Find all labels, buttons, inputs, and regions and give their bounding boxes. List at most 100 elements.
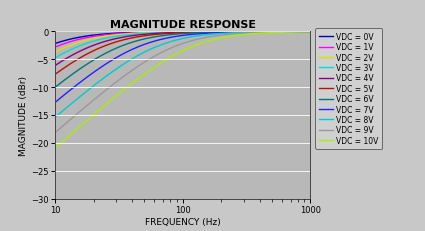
- VDC = 5V: [308, 31, 313, 34]
- VDC = 2V: [204, 31, 210, 34]
- VDC = 10V: [53, 147, 58, 149]
- VDC = 5V: [262, 31, 267, 34]
- VDC = 5V: [53, 73, 58, 76]
- VDC = 2V: [308, 31, 313, 34]
- Line: VDC = 6V: VDC = 6V: [55, 32, 310, 88]
- VDC = 8V: [262, 31, 267, 34]
- Title: MAGNITUDE RESPONSE: MAGNITUDE RESPONSE: [110, 20, 256, 30]
- VDC = 6V: [308, 31, 313, 34]
- X-axis label: FREQUENCY (Hz): FREQUENCY (Hz): [145, 217, 221, 226]
- VDC = 10V: [302, 31, 307, 34]
- VDC = 5V: [176, 32, 181, 35]
- VDC = 4V: [302, 31, 307, 34]
- VDC = 0V: [174, 31, 179, 34]
- VDC = 0V: [308, 31, 313, 34]
- VDC = 1V: [191, 31, 196, 34]
- VDC = 2V: [53, 51, 58, 54]
- VDC = 3V: [302, 31, 307, 34]
- VDC = 9V: [204, 37, 210, 40]
- VDC = 2V: [262, 31, 267, 34]
- Line: VDC = 1V: VDC = 1V: [55, 32, 310, 48]
- VDC = 10V: [174, 53, 179, 56]
- VDC = 6V: [191, 32, 196, 35]
- VDC = 9V: [53, 131, 58, 134]
- VDC = 5V: [191, 32, 196, 34]
- VDC = 0V: [262, 31, 267, 34]
- VDC = 8V: [204, 34, 210, 37]
- VDC = 5V: [204, 31, 210, 34]
- Y-axis label: MAGNITUDE (dBr): MAGNITUDE (dBr): [19, 76, 28, 155]
- VDC = 0V: [191, 31, 196, 34]
- VDC = 4V: [53, 65, 58, 67]
- VDC = 9V: [302, 31, 307, 34]
- VDC = 7V: [174, 36, 179, 39]
- Line: VDC = 8V: VDC = 8V: [55, 32, 310, 118]
- Line: VDC = 10V: VDC = 10V: [55, 33, 310, 148]
- VDC = 5V: [302, 31, 307, 34]
- VDC = 1V: [176, 31, 181, 34]
- VDC = 10V: [176, 52, 181, 55]
- VDC = 7V: [262, 31, 267, 34]
- Line: VDC = 7V: VDC = 7V: [55, 32, 310, 103]
- VDC = 4V: [262, 31, 267, 34]
- VDC = 3V: [176, 31, 181, 34]
- VDC = 3V: [308, 31, 313, 34]
- VDC = 6V: [302, 31, 307, 34]
- VDC = 2V: [191, 31, 196, 34]
- VDC = 1V: [174, 31, 179, 34]
- VDC = 8V: [53, 116, 58, 119]
- VDC = 7V: [302, 31, 307, 34]
- VDC = 3V: [174, 32, 179, 34]
- VDC = 0V: [302, 31, 307, 34]
- Line: VDC = 4V: VDC = 4V: [55, 32, 310, 66]
- VDC = 10V: [308, 31, 313, 34]
- VDC = 7V: [204, 33, 210, 35]
- VDC = 10V: [204, 41, 210, 44]
- VDC = 6V: [176, 33, 181, 36]
- VDC = 7V: [176, 36, 181, 38]
- Line: VDC = 2V: VDC = 2V: [55, 32, 310, 53]
- VDC = 0V: [176, 31, 181, 34]
- VDC = 8V: [174, 40, 179, 42]
- VDC = 4V: [204, 31, 210, 34]
- VDC = 4V: [191, 31, 196, 34]
- VDC = 8V: [176, 39, 181, 42]
- VDC = 6V: [174, 33, 179, 36]
- VDC = 4V: [174, 32, 179, 35]
- VDC = 8V: [302, 31, 307, 34]
- VDC = 3V: [262, 31, 267, 34]
- VDC = 8V: [308, 31, 313, 34]
- VDC = 5V: [174, 32, 179, 35]
- VDC = 9V: [262, 32, 267, 34]
- Line: VDC = 3V: VDC = 3V: [55, 32, 310, 58]
- Line: VDC = 9V: VDC = 9V: [55, 33, 310, 133]
- VDC = 9V: [308, 31, 313, 34]
- VDC = 10V: [262, 32, 267, 35]
- Line: VDC = 0V: VDC = 0V: [55, 32, 310, 44]
- Legend: VDC = 0V, VDC = 1V, VDC = 2V, VDC = 3V, VDC = 4V, VDC = 5V, VDC = 6V, VDC = 7V, : VDC = 0V, VDC = 1V, VDC = 2V, VDC = 3V, …: [315, 29, 382, 149]
- VDC = 0V: [53, 43, 58, 46]
- VDC = 1V: [302, 31, 307, 34]
- VDC = 9V: [174, 45, 179, 48]
- VDC = 9V: [191, 40, 196, 43]
- VDC = 7V: [53, 101, 58, 104]
- VDC = 7V: [191, 34, 196, 36]
- VDC = 8V: [191, 36, 196, 39]
- VDC = 3V: [53, 57, 58, 60]
- VDC = 6V: [204, 32, 210, 35]
- VDC = 2V: [302, 31, 307, 34]
- VDC = 3V: [204, 31, 210, 34]
- VDC = 9V: [176, 45, 181, 47]
- VDC = 1V: [262, 31, 267, 34]
- VDC = 0V: [204, 31, 210, 34]
- VDC = 6V: [262, 31, 267, 34]
- VDC = 7V: [308, 31, 313, 34]
- VDC = 4V: [176, 32, 181, 35]
- VDC = 1V: [53, 46, 58, 49]
- VDC = 2V: [176, 31, 181, 34]
- VDC = 1V: [308, 31, 313, 34]
- VDC = 1V: [204, 31, 210, 34]
- VDC = 3V: [191, 31, 196, 34]
- VDC = 10V: [191, 46, 196, 48]
- VDC = 2V: [174, 31, 179, 34]
